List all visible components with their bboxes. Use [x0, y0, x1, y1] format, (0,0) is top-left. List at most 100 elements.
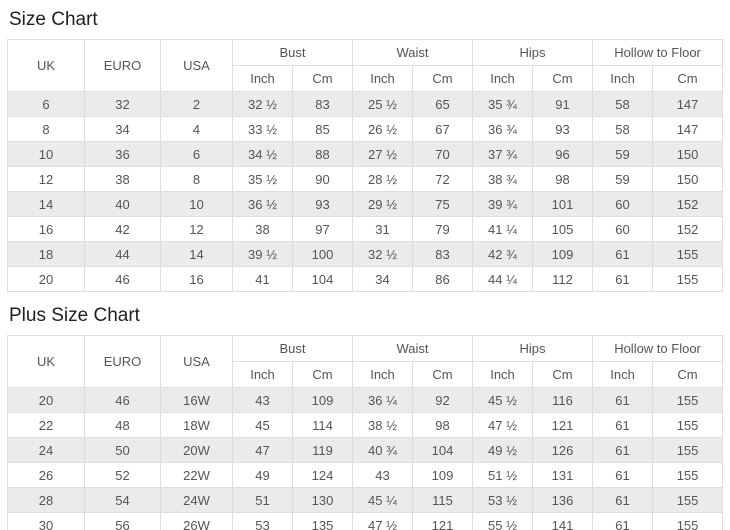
- size-cell: 112: [532, 266, 594, 292]
- size-cell: 38: [84, 166, 161, 192]
- size-cell: 61: [592, 487, 654, 513]
- size-cell: 43: [352, 462, 414, 488]
- unit-header-hollow-cm: Cm: [652, 65, 724, 92]
- size-cell: 61: [592, 512, 654, 530]
- unit-header-waist-cm: Cm: [412, 361, 474, 388]
- size-cell: 45 ¼: [352, 487, 414, 513]
- unit-header-hips-inch: Inch: [472, 65, 534, 92]
- size-cell: 60: [592, 216, 654, 242]
- size-cell: 10: [160, 191, 233, 217]
- size-cell: 49 ½: [472, 437, 534, 463]
- size-cell: 38: [232, 216, 293, 242]
- table-row: 22 48 18W 45 114 38 ½ 98 47 ½ 121 61 155: [7, 412, 724, 438]
- unit-header-waist-inch: Inch: [352, 361, 414, 388]
- size-cell: 50: [84, 437, 161, 463]
- size-cell: 41: [232, 266, 293, 292]
- size-cell: 150: [652, 166, 724, 192]
- size-cell: 93: [291, 191, 354, 217]
- table-row: 20 46 16 41 104 34 86 44 ¼ 112 61 155: [7, 266, 724, 292]
- group-header-waist: Waist: [352, 335, 474, 362]
- size-cell: 20W: [160, 437, 233, 463]
- size-cell: 6: [160, 141, 233, 167]
- size-cell: 79: [412, 216, 474, 242]
- size-cell: 59: [592, 141, 654, 167]
- column-header-uk: UK: [7, 335, 85, 388]
- size-cell: 155: [652, 487, 724, 513]
- size-cell: 61: [592, 241, 654, 267]
- size-cell: 52: [84, 462, 161, 488]
- size-chart-title: Size Chart: [9, 9, 98, 30]
- size-cell: 20: [7, 266, 85, 292]
- size-cell: 90: [291, 166, 354, 192]
- table-row: 10 36 6 34 ½ 88 27 ½ 70 37 ¾ 96 59 150: [7, 141, 724, 167]
- size-cell: 92: [412, 387, 474, 413]
- size-cell: 56: [84, 512, 161, 530]
- size-cell: 36 ¾: [472, 116, 534, 142]
- table-row: 12 38 8 35 ½ 90 28 ½ 72 38 ¾ 98 59 150: [7, 166, 724, 192]
- size-cell: 155: [652, 462, 724, 488]
- size-cell: 4: [160, 116, 233, 142]
- unit-header-hips-cm: Cm: [532, 361, 594, 388]
- size-cell: 8: [7, 116, 85, 142]
- size-cell: 155: [652, 387, 724, 413]
- size-cell: 27 ½: [352, 141, 414, 167]
- size-cell: 67: [412, 116, 474, 142]
- size-cell: 37 ¾: [472, 141, 534, 167]
- size-cell: 126: [532, 437, 594, 463]
- size-cell: 61: [592, 266, 654, 292]
- unit-header-bust-inch: Inch: [232, 65, 293, 92]
- size-cell: 98: [412, 412, 474, 438]
- size-cell: 147: [652, 116, 724, 142]
- size-cell: 98: [532, 166, 594, 192]
- size-cell: 24: [7, 437, 85, 463]
- size-cell: 18W: [160, 412, 233, 438]
- group-header-waist: Waist: [352, 39, 474, 66]
- size-cell: 32 ½: [232, 91, 293, 117]
- size-cell: 36 ½: [232, 191, 293, 217]
- unit-header-bust-inch: Inch: [232, 361, 293, 388]
- size-cell: 16: [7, 216, 85, 242]
- table-row: 20 46 16W 43 109 36 ¼ 92 45 ½ 116 61 155: [7, 387, 724, 413]
- size-cell: 116: [532, 387, 594, 413]
- size-cell: 38 ½: [352, 412, 414, 438]
- size-cell: 28: [7, 487, 85, 513]
- size-cell: 147: [652, 91, 724, 117]
- size-cell: 43: [232, 387, 293, 413]
- unit-header-waist-inch: Inch: [352, 65, 414, 92]
- size-cell: 155: [652, 241, 724, 267]
- size-cell: 75: [412, 191, 474, 217]
- size-cell: 65: [412, 91, 474, 117]
- size-cell: 55 ½: [472, 512, 534, 530]
- size-cell: 42 ¾: [472, 241, 534, 267]
- size-cell: 121: [532, 412, 594, 438]
- table-row: 16 42 12 38 97 31 79 41 ¼ 105 60 152: [7, 216, 724, 242]
- size-cell: 46: [84, 387, 161, 413]
- size-cell: 109: [291, 387, 354, 413]
- size-cell: 45: [232, 412, 293, 438]
- table-row: 6 32 2 32 ½ 83 25 ½ 65 35 ¾ 91 58 147: [7, 91, 724, 117]
- size-cell: 61: [592, 437, 654, 463]
- size-cell: 59: [592, 166, 654, 192]
- size-cell: 12: [7, 166, 85, 192]
- plus-size-chart-header: UK EURO USA Bust Waist Hips Hollow to Fl…: [7, 335, 724, 388]
- size-cell: 30: [7, 512, 85, 530]
- table-row: 26 52 22W 49 124 43 109 51 ½ 131 61 155: [7, 462, 724, 488]
- column-header-uk: UK: [7, 39, 85, 92]
- group-header-bust: Bust: [231, 39, 354, 66]
- size-cell: 10: [7, 141, 85, 167]
- size-cell: 155: [652, 512, 724, 530]
- size-cell: 28 ½: [352, 166, 414, 192]
- size-cell: 29 ½: [352, 191, 414, 217]
- size-cell: 34: [84, 116, 161, 142]
- size-cell: 16: [160, 266, 233, 292]
- size-cell: 36 ¼: [352, 387, 414, 413]
- size-cell: 46: [84, 266, 161, 292]
- unit-header-hollow-inch: Inch: [592, 361, 654, 388]
- size-cell: 26: [7, 462, 85, 488]
- header-row-units: Inch Cm Inch Cm Inch Cm Inch Cm: [8, 361, 724, 388]
- size-cell: 61: [592, 387, 654, 413]
- unit-header-waist-cm: Cm: [412, 65, 474, 92]
- size-cell: 35 ½: [232, 166, 293, 192]
- plus-size-chart-body: 20 46 16W 43 109 36 ¼ 92 45 ½ 116 61 155 22 48 18W 45 1…: [7, 387, 724, 530]
- size-cell: 72: [412, 166, 474, 192]
